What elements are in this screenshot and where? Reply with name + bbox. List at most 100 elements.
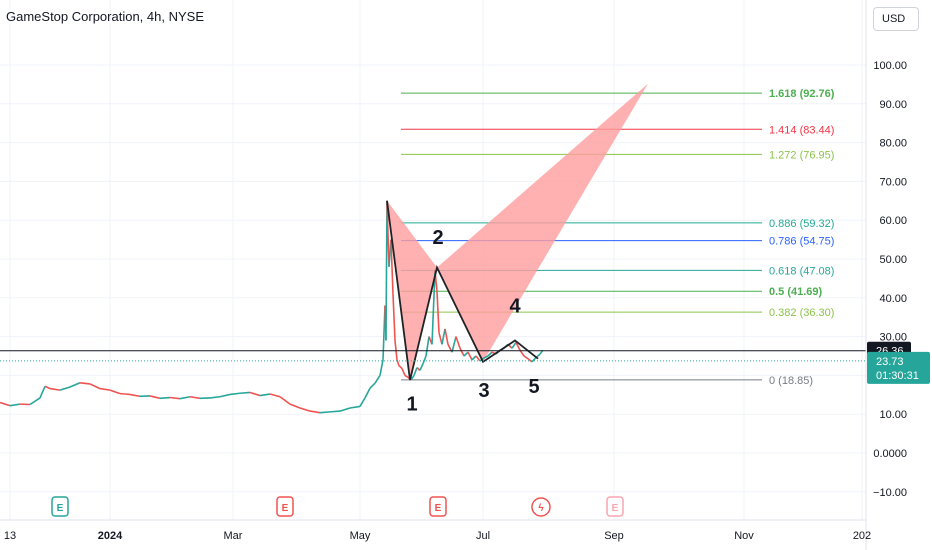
price-segment bbox=[523, 355, 529, 360]
y-tick-label: −10.00 bbox=[873, 487, 907, 499]
price-segment bbox=[269, 393, 281, 398]
price-segment bbox=[394, 340, 398, 360]
pattern-labels: 1 2 3 4 5 bbox=[406, 227, 539, 415]
price-segment bbox=[425, 336, 430, 357]
x-tick-label: Nov bbox=[734, 530, 754, 542]
y-tick-label: 10.00 bbox=[879, 409, 907, 421]
price-segment bbox=[89, 383, 101, 390]
price-segment bbox=[463, 351, 469, 357]
price-segment bbox=[289, 403, 301, 409]
grid bbox=[0, 0, 866, 520]
price-segment bbox=[459, 347, 465, 357]
earnings-event-icon[interactable] bbox=[51, 496, 69, 517]
dividend-event-icon[interactable] bbox=[531, 497, 551, 517]
x-tick-label: Jul bbox=[476, 530, 490, 542]
x-tick-label: 202 bbox=[853, 530, 871, 542]
price-segment bbox=[455, 336, 461, 349]
fib-level-label: 1.272 (76.95) bbox=[769, 149, 834, 161]
price-segment bbox=[0, 401, 11, 407]
currency-button[interactable]: USD bbox=[873, 7, 919, 31]
earnings-event-icon[interactable] bbox=[606, 496, 624, 517]
event-marker-label: E bbox=[612, 503, 619, 514]
price-segment bbox=[410, 374, 415, 381]
horizontal-line bbox=[0, 350, 866, 362]
pattern-fill bbox=[387, 83, 648, 381]
price-segment bbox=[249, 391, 261, 397]
price-segment bbox=[436, 291, 440, 333]
price-line bbox=[0, 200, 544, 414]
pattern-point-label: 2 bbox=[432, 227, 443, 249]
price-segment bbox=[471, 355, 477, 361]
y-tick-label: 30.00 bbox=[879, 332, 907, 344]
y-tick-label: 50.00 bbox=[879, 254, 907, 266]
price-segment bbox=[515, 342, 521, 351]
price-segment bbox=[239, 391, 251, 395]
price-segment bbox=[386, 200, 390, 267]
price-segment bbox=[39, 385, 46, 399]
price-segment bbox=[59, 386, 71, 391]
x-tick-label: Mar bbox=[224, 530, 243, 542]
fib-level-label: 1.414 (83.44) bbox=[769, 124, 834, 136]
price-segment bbox=[49, 387, 61, 391]
x-tick-label: 2024 bbox=[98, 530, 123, 542]
fib-level-label: 0.5 (41.69) bbox=[769, 286, 823, 298]
price-segment bbox=[9, 403, 21, 407]
pattern-triangle bbox=[387, 200, 437, 381]
price-segment bbox=[364, 387, 371, 399]
price-segment bbox=[319, 411, 331, 414]
price-segment bbox=[99, 387, 111, 391]
price-segment bbox=[229, 392, 241, 396]
price-segment bbox=[379, 359, 384, 376]
time-axis-bg bbox=[0, 520, 866, 550]
price-segment bbox=[487, 351, 493, 357]
price-segment bbox=[441, 328, 446, 345]
event-marker-label: ϟ bbox=[538, 503, 544, 514]
price-segment bbox=[401, 368, 406, 376]
y-tick-label: 70.00 bbox=[879, 176, 907, 188]
price-segment bbox=[483, 355, 489, 359]
fib-level-label: 1.618 (92.76) bbox=[769, 88, 835, 100]
y-tick-label: 80.00 bbox=[879, 138, 907, 150]
price-segment bbox=[179, 395, 191, 400]
price-segment bbox=[219, 393, 231, 398]
fib-level-label: 0.786 (54.75) bbox=[769, 236, 834, 248]
y-tick-label: 60.00 bbox=[879, 215, 907, 227]
fib-level-label: 0.618 (47.08) bbox=[769, 265, 834, 277]
earnings-event-icon[interactable] bbox=[276, 496, 294, 517]
y-tick-label: 0.0000 bbox=[873, 448, 907, 460]
last-price-badge-text: 23.73 bbox=[876, 356, 904, 368]
price-segment bbox=[511, 341, 517, 349]
price-segment bbox=[109, 389, 121, 395]
price-segment bbox=[531, 357, 537, 363]
price-segment bbox=[339, 407, 351, 412]
price-segment bbox=[309, 410, 321, 414]
pattern-triangle bbox=[437, 83, 648, 362]
x-tick-label: 13 bbox=[4, 530, 16, 542]
fib-level-label: 0.382 (36.30) bbox=[769, 307, 834, 319]
price-segment bbox=[419, 363, 424, 371]
event-marker-label: E bbox=[435, 503, 442, 514]
price-segment bbox=[349, 405, 361, 409]
price-segment bbox=[29, 397, 41, 406]
countdown-text: 01:30:31 bbox=[876, 370, 919, 382]
fib-level-label: 0 (18.85) bbox=[769, 375, 813, 387]
price-segment bbox=[79, 381, 91, 385]
price-segment bbox=[159, 396, 171, 400]
price-segment bbox=[169, 396, 181, 400]
earnings-event-icon[interactable] bbox=[429, 496, 447, 517]
price-segment bbox=[189, 395, 201, 400]
price-segment bbox=[385, 200, 388, 341]
price-axis-bg bbox=[866, 0, 932, 550]
pattern-outline-line bbox=[386, 200, 539, 381]
pattern-point-label: 1 bbox=[406, 393, 417, 415]
price-segment bbox=[422, 355, 427, 365]
price-segment bbox=[398, 365, 403, 370]
x-tick-label: May bbox=[350, 530, 371, 542]
price-segment bbox=[451, 336, 457, 353]
x-tick-label: Sep bbox=[604, 530, 624, 542]
price-segment bbox=[431, 270, 436, 345]
pattern-point-label: 5 bbox=[528, 376, 539, 398]
